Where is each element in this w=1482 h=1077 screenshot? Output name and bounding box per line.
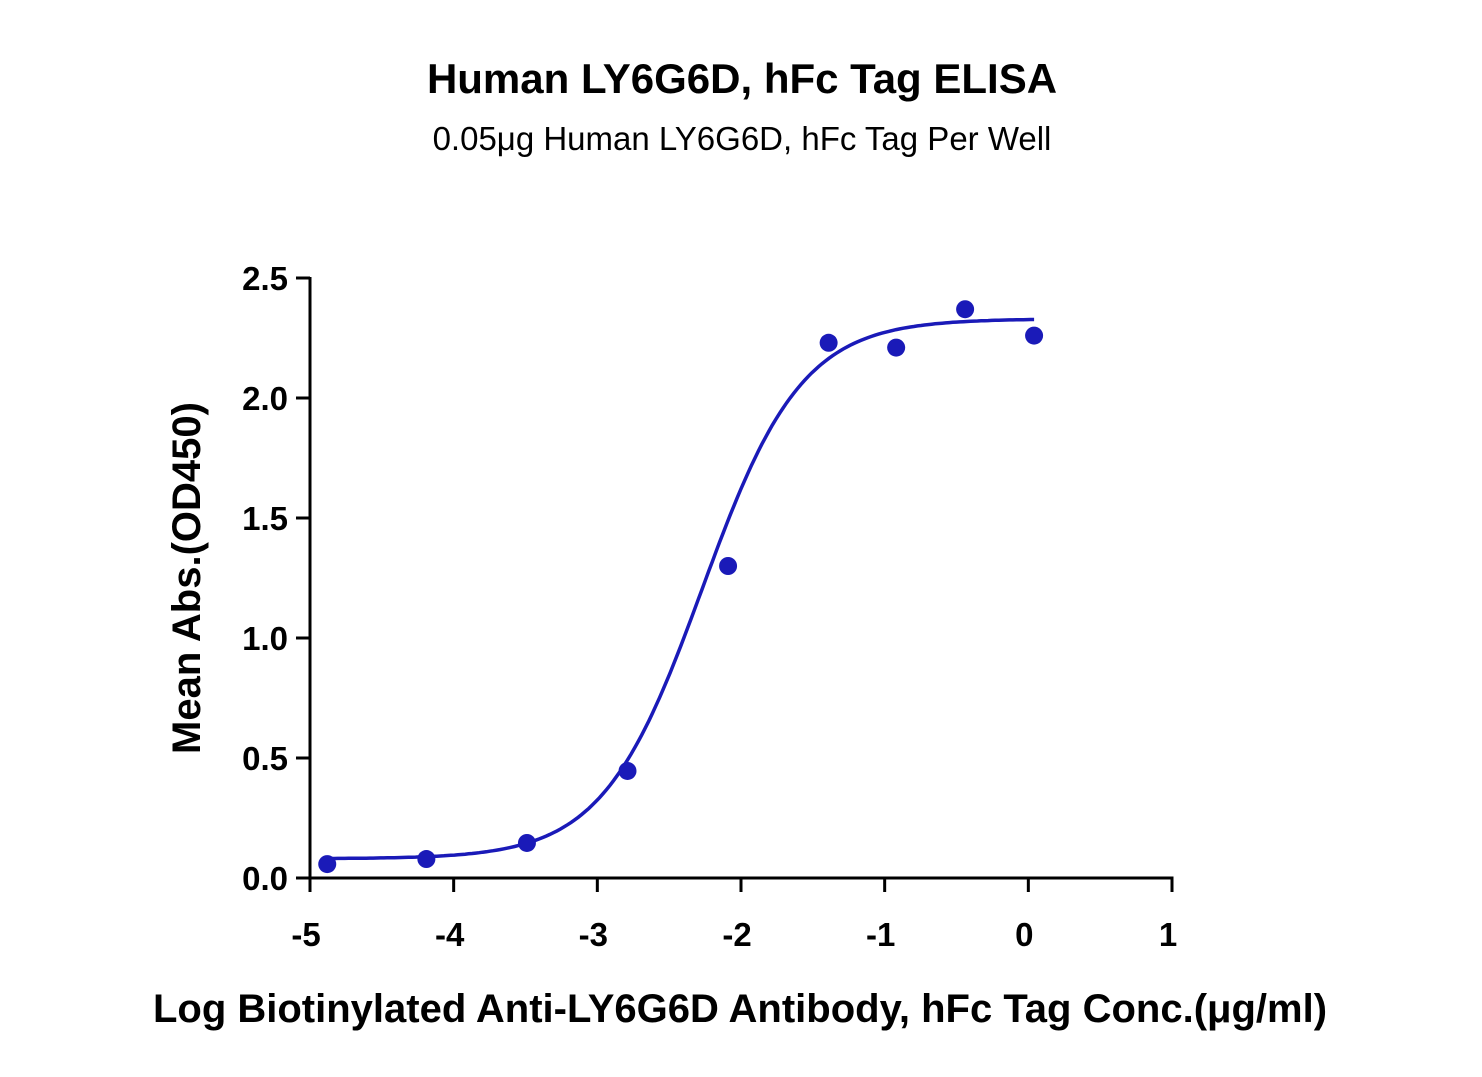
y-axis-label: Mean Abs.(OD450) (165, 402, 209, 754)
data-point (956, 300, 975, 319)
y-tick-label: 2.0 (242, 380, 288, 417)
data-point (618, 761, 637, 780)
data-point (318, 855, 337, 874)
y-tick-label: 1.0 (242, 620, 288, 657)
x-tick-label: 1 (1159, 916, 1177, 953)
fit-curve (327, 317, 1035, 861)
data-point (417, 850, 436, 869)
y-tick-label: 2.5 (242, 260, 288, 297)
data-point (517, 833, 536, 852)
x-tick-label: -4 (435, 916, 465, 953)
x-tick-label: -2 (722, 916, 751, 953)
y-tick-label: 0.0 (242, 860, 288, 897)
x-tick-label: -5 (291, 916, 320, 953)
x-axis-label: Log Biotinylated Anti-LY6G6D Antibody, h… (153, 987, 1327, 1031)
x-tick-label: -3 (579, 916, 608, 953)
data-point (819, 333, 838, 352)
data-point (887, 338, 906, 357)
chart-title: Human LY6G6D, hFc Tag ELISA (427, 55, 1057, 102)
x-tick-label: 0 (1015, 916, 1033, 953)
data-points (318, 300, 1044, 874)
chart-subtitle: 0.05μg Human LY6G6D, hFc Tag Per Well (433, 120, 1052, 157)
axes: 0.0 0.5 1.0 1.5 2.0 2.5 -5 -4 -3 -2 -1 0 1 (242, 260, 1177, 953)
y-tick-label: 0.5 (242, 740, 288, 777)
x-tick-label: -1 (866, 916, 895, 953)
y-tick-label: 1.5 (242, 500, 288, 537)
data-point (719, 557, 738, 575)
data-point (1025, 326, 1044, 345)
